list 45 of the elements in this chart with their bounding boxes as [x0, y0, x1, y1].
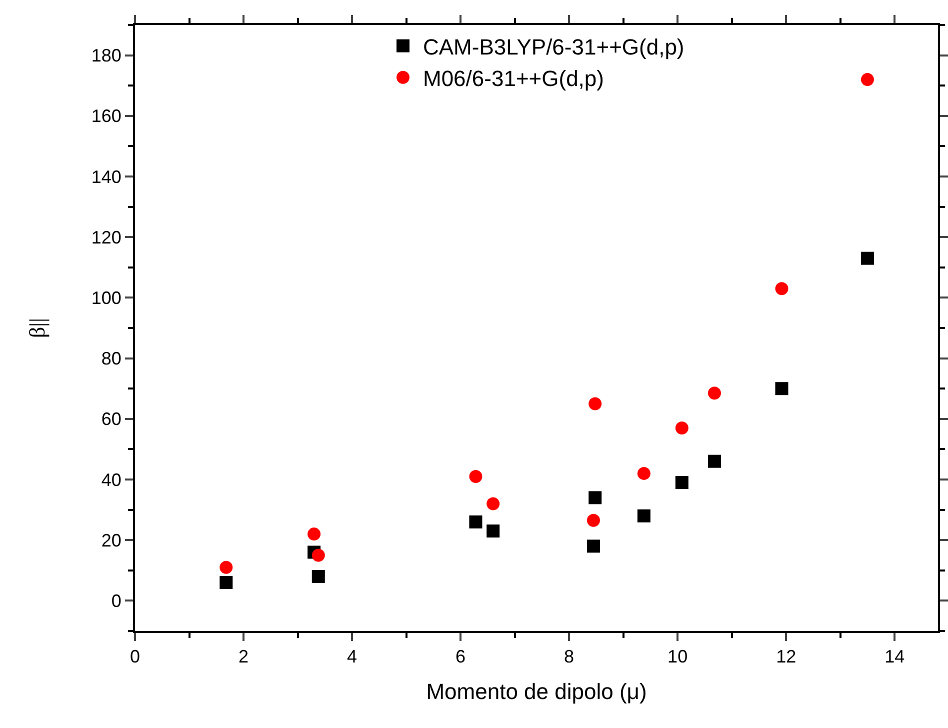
x-tick-label: 12 — [776, 646, 796, 667]
point — [312, 548, 325, 562]
x-tick-label: 6 — [456, 646, 466, 667]
point — [637, 466, 650, 480]
y-tick-label: 40 — [101, 470, 122, 490]
point — [588, 491, 602, 504]
x-tick-label: 2 — [238, 646, 249, 667]
y-tick-label: 20 — [101, 530, 122, 550]
y-tick-label: 80 — [101, 348, 122, 369]
point — [220, 560, 233, 574]
point — [486, 497, 500, 510]
y-tick-label: 140 — [91, 166, 122, 187]
point — [860, 73, 874, 86]
point — [486, 524, 500, 538]
y-axis-title: β|| — [24, 318, 50, 338]
point — [220, 576, 233, 590]
x-tick-label: 8 — [564, 646, 574, 667]
y-tick-label: 120 — [91, 227, 122, 248]
point — [708, 454, 721, 468]
point — [775, 282, 788, 296]
point — [675, 421, 688, 434]
point — [469, 470, 482, 483]
point — [637, 509, 650, 522]
point — [312, 570, 325, 583]
point — [586, 540, 600, 553]
point — [775, 382, 788, 396]
point — [588, 397, 602, 410]
point — [708, 386, 721, 400]
point — [308, 528, 321, 541]
x-tick-label: 0 — [130, 646, 140, 667]
x-axis-title: Momento de dipolo (μ) — [426, 679, 647, 704]
point — [586, 514, 600, 527]
x-tick-label: 4 — [347, 646, 358, 667]
y-tick-label: 100 — [91, 288, 122, 308]
legend-label: CAM-B3LYP/6-31++G(d,p) — [423, 34, 684, 60]
y-tick-label: 0 — [111, 591, 122, 611]
y-tick-label: 180 — [91, 46, 122, 66]
x-tick-label: 10 — [668, 646, 688, 667]
y-tick-label: 60 — [101, 409, 122, 430]
y-tick-label: 160 — [91, 106, 122, 126]
point — [860, 252, 874, 265]
point — [675, 476, 688, 490]
legend-label: M06/6-31++G(d,p) — [423, 66, 604, 91]
point — [469, 515, 482, 528]
x-tick-label: 14 — [884, 646, 905, 667]
